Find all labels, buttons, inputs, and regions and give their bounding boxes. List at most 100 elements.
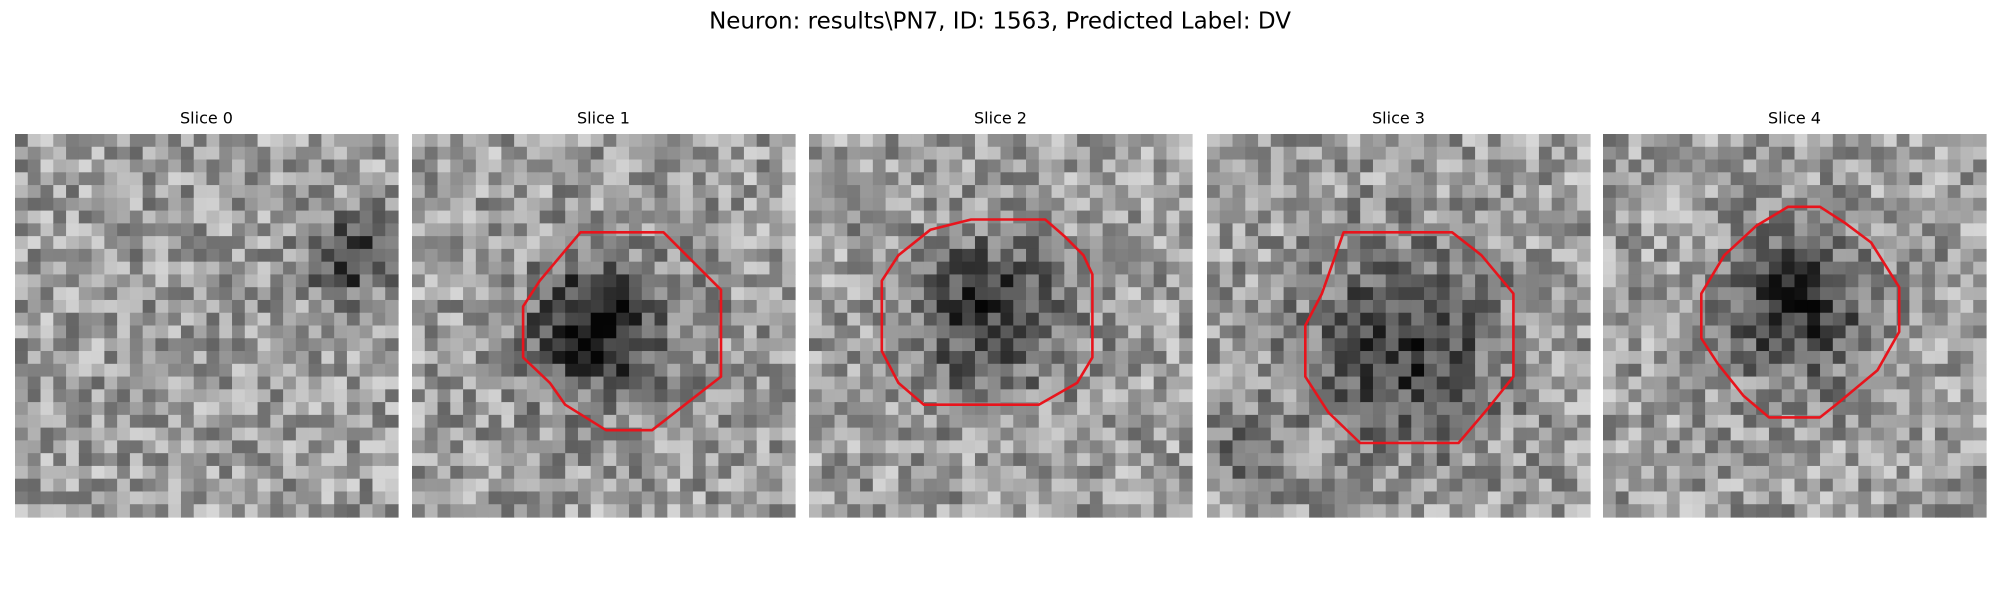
pixel [629, 440, 643, 454]
pixel [1462, 210, 1476, 224]
pixel [1309, 351, 1323, 365]
pixel [898, 363, 912, 378]
pixel [641, 363, 656, 378]
pixel [1871, 440, 1885, 454]
pixel [40, 453, 54, 467]
pixel [692, 146, 707, 161]
pixel [756, 159, 771, 173]
pixel [1628, 223, 1642, 237]
pixel [1245, 312, 1259, 327]
pixel [142, 338, 157, 352]
pixel [1436, 427, 1451, 441]
pixel [514, 261, 528, 276]
pixel [860, 491, 874, 505]
pixel [424, 223, 439, 237]
pixel [1756, 274, 1770, 288]
image-panel [1603, 134, 1987, 518]
pixel [680, 376, 694, 390]
pixel [1922, 172, 1936, 186]
pixel [590, 312, 605, 327]
pixel [1641, 236, 1655, 250]
pixel [936, 351, 951, 365]
pixel [962, 159, 976, 173]
pixel [193, 414, 208, 429]
pixel [1909, 389, 1923, 403]
pixel [1128, 465, 1142, 480]
pixel [142, 287, 157, 301]
pixel [552, 478, 566, 493]
pixel [1411, 363, 1425, 378]
pixel [1679, 338, 1693, 352]
pixel [1922, 504, 1936, 518]
pixel [1436, 134, 1451, 148]
pixel [1360, 236, 1374, 250]
pixel [1730, 491, 1745, 505]
pixel [1858, 389, 1872, 403]
pixel [718, 185, 732, 199]
pixel [1922, 185, 1936, 199]
pixel [1973, 325, 1987, 339]
pixel [193, 312, 208, 327]
pixel [321, 465, 335, 480]
pixel [1026, 478, 1040, 493]
pixel [1309, 223, 1323, 237]
pixel [1258, 223, 1272, 237]
pixel [1781, 389, 1796, 403]
pixel [987, 491, 1002, 505]
pixel [565, 197, 579, 212]
pixel [1347, 223, 1361, 237]
pixel [1717, 351, 1732, 365]
pixel [847, 402, 861, 416]
pixel [1641, 465, 1655, 480]
pixel [1321, 312, 1336, 327]
pixel [283, 159, 297, 173]
pixel [1960, 223, 1974, 237]
pixel [692, 325, 707, 339]
pixel [1500, 299, 1514, 314]
pixel [1768, 185, 1783, 199]
pixel [168, 351, 182, 365]
pixel [155, 351, 169, 365]
pixel [1883, 134, 1898, 148]
pixel [501, 440, 515, 454]
pixel [616, 338, 630, 352]
pixel [372, 197, 386, 212]
pixel [539, 440, 554, 454]
pixel [1641, 478, 1655, 493]
pixel [718, 453, 732, 467]
pixel [424, 376, 439, 390]
pixel [475, 223, 490, 237]
pixel [1794, 478, 1808, 493]
pixel [193, 440, 208, 454]
pixel [936, 312, 951, 327]
pixel [1153, 185, 1168, 199]
pixel [1462, 325, 1476, 339]
pixel [667, 351, 681, 365]
pixel [232, 185, 246, 199]
pixel [1500, 159, 1514, 173]
pixel [1756, 172, 1770, 186]
pixel [1436, 389, 1451, 403]
pixel [1564, 351, 1578, 365]
pixel [1360, 491, 1374, 505]
pixel [1321, 223, 1336, 237]
pixel [1372, 210, 1387, 224]
pixel [1166, 363, 1180, 378]
pixel [117, 504, 131, 518]
pixel [1232, 236, 1246, 250]
pixel [641, 389, 656, 403]
pixel [872, 402, 887, 416]
pixel [78, 299, 93, 314]
pixel [53, 299, 67, 314]
pixel [936, 440, 951, 454]
pixel [1462, 287, 1476, 301]
panel-title: Slice 4 [1768, 109, 1821, 128]
pixel [180, 261, 195, 276]
pixel [53, 287, 67, 301]
pixel [1551, 491, 1566, 505]
pixel [577, 287, 592, 301]
pixel [1743, 210, 1757, 224]
pixel [295, 261, 310, 276]
pixel [1947, 351, 1962, 365]
pixel [1692, 274, 1706, 288]
